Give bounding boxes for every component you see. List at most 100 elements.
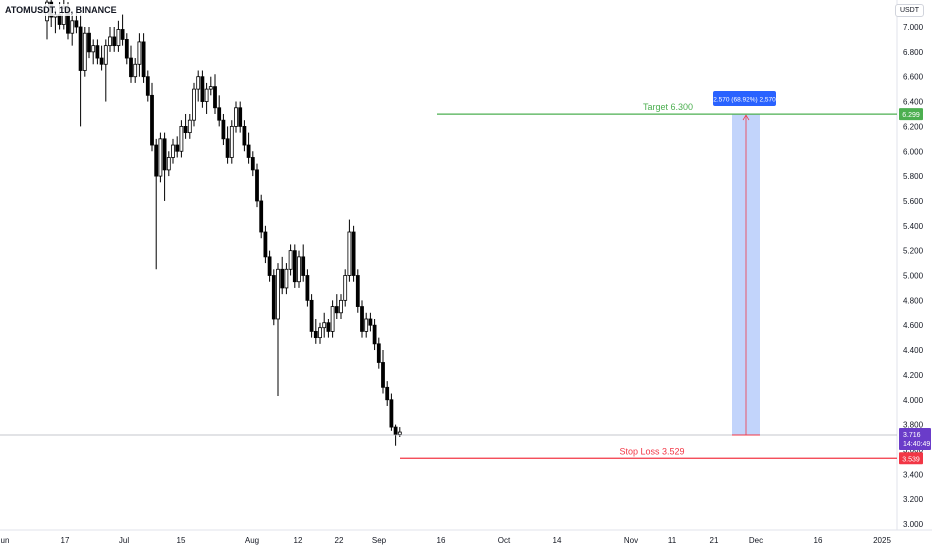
candle-body: [355, 275, 360, 307]
candle-body: [200, 76, 205, 102]
candle-body: [91, 45, 96, 53]
candle-body: [187, 119, 192, 134]
candle-body: [326, 322, 331, 332]
candle-body: [57, 14, 62, 25]
candle-body: [179, 126, 184, 152]
candle-body: [292, 250, 297, 283]
candle-body: [330, 306, 335, 332]
candle-body: [322, 322, 327, 329]
candle-body: [158, 138, 163, 177]
y-tick-label: 4.000: [903, 396, 924, 405]
candle-body: [183, 126, 188, 134]
candle-body: [368, 318, 373, 326]
measure-label: 2.570 (68.92%) 2,570: [713, 97, 776, 104]
y-tick-label: 5.600: [903, 197, 924, 206]
x-tick-label: 17: [61, 536, 70, 545]
candle-body: [217, 107, 222, 121]
x-tick-label: Jun: [0, 536, 9, 545]
x-tick-label: 16: [437, 536, 446, 545]
y-tick-label: 6.800: [903, 48, 924, 57]
candle-body: [351, 231, 356, 276]
candle-body: [238, 107, 243, 127]
candle-body: [120, 29, 125, 40]
candle-body: [255, 169, 259, 202]
stop-price-tag: [899, 452, 923, 465]
candle-body: [196, 76, 201, 90]
candle-body: [397, 431, 402, 435]
candle-body: [78, 26, 83, 71]
candle-body: [225, 138, 230, 158]
candle-body: [129, 57, 133, 78]
x-tick-label: 2025: [873, 536, 891, 545]
candle-body: [267, 256, 272, 276]
candle-body: [192, 88, 196, 121]
candle-body: [381, 362, 385, 388]
y-tick-label: 5.200: [903, 247, 924, 256]
candle-body: [229, 126, 234, 158]
price-tag-text: 6.299: [902, 112, 920, 119]
candle-body: [234, 107, 238, 127]
candle-body: [204, 88, 209, 102]
candle-body: [347, 231, 352, 276]
candle-body: [242, 126, 247, 146]
candle-body: [389, 399, 394, 428]
target-label: Target 6.300: [643, 102, 693, 112]
target-price-tag: [899, 108, 923, 121]
candle-body: [288, 250, 293, 270]
candle-body: [313, 331, 318, 339]
y-tick-label: 7.000: [903, 23, 924, 32]
y-tick-label: 5.000: [903, 272, 924, 281]
y-tick-label: 6.000: [903, 147, 924, 156]
x-tick-label: 11: [668, 536, 677, 545]
candle-body: [145, 76, 150, 96]
candle-body: [284, 268, 289, 289]
candle-body: [276, 268, 280, 320]
y-tick-label: 4.600: [903, 321, 924, 330]
y-tick-label: 3.400: [903, 470, 924, 479]
symbol-title[interactable]: ATOMUSDT, 1D, BINANCE: [3, 4, 119, 16]
candle-body: [343, 275, 348, 301]
candle-body: [133, 63, 138, 78]
candle-body: [213, 86, 217, 109]
candle-body: [305, 275, 310, 301]
currency-label[interactable]: USDT: [894, 4, 924, 17]
candle-body: [250, 157, 255, 171]
candle-body: [259, 200, 264, 233]
candle-body: [70, 20, 75, 34]
candle-body: [385, 386, 390, 401]
candle-body: [116, 29, 121, 47]
candle-body: [150, 94, 154, 146]
candle-body: [271, 275, 276, 320]
x-tick-label: Jul: [119, 536, 129, 545]
candle-body: [221, 119, 226, 140]
candle-body: [376, 343, 381, 363]
candle-body: [175, 144, 180, 152]
candle-body: [280, 268, 285, 289]
candle-countdown: 14:40:49: [903, 441, 930, 448]
candle-body: [166, 157, 171, 171]
candle-body: [301, 256, 306, 276]
x-tick-label: Aug: [245, 536, 259, 545]
x-tick-label: Sep: [372, 536, 387, 545]
y-tick-label: 3.200: [903, 495, 924, 504]
y-tick-label: 6.600: [903, 73, 924, 82]
candle-body: [208, 86, 213, 90]
candle-body: [162, 138, 167, 171]
candle-body: [112, 36, 117, 47]
x-tick-label: 22: [335, 536, 344, 545]
candle-body: [246, 144, 251, 158]
candle-body: [103, 45, 108, 65]
x-tick-label: 15: [177, 536, 186, 545]
candle-body: [137, 41, 142, 65]
x-tick-label: Dec: [749, 536, 763, 545]
candle-body: [124, 39, 129, 59]
price-tag-text: 3.539: [902, 456, 920, 463]
candle-body: [372, 324, 377, 345]
candle-body: [108, 36, 112, 47]
y-tick-label: 6.200: [903, 122, 924, 131]
x-tick-label: Nov: [624, 536, 638, 545]
candle-body: [141, 41, 146, 78]
candle-body: [99, 57, 104, 65]
